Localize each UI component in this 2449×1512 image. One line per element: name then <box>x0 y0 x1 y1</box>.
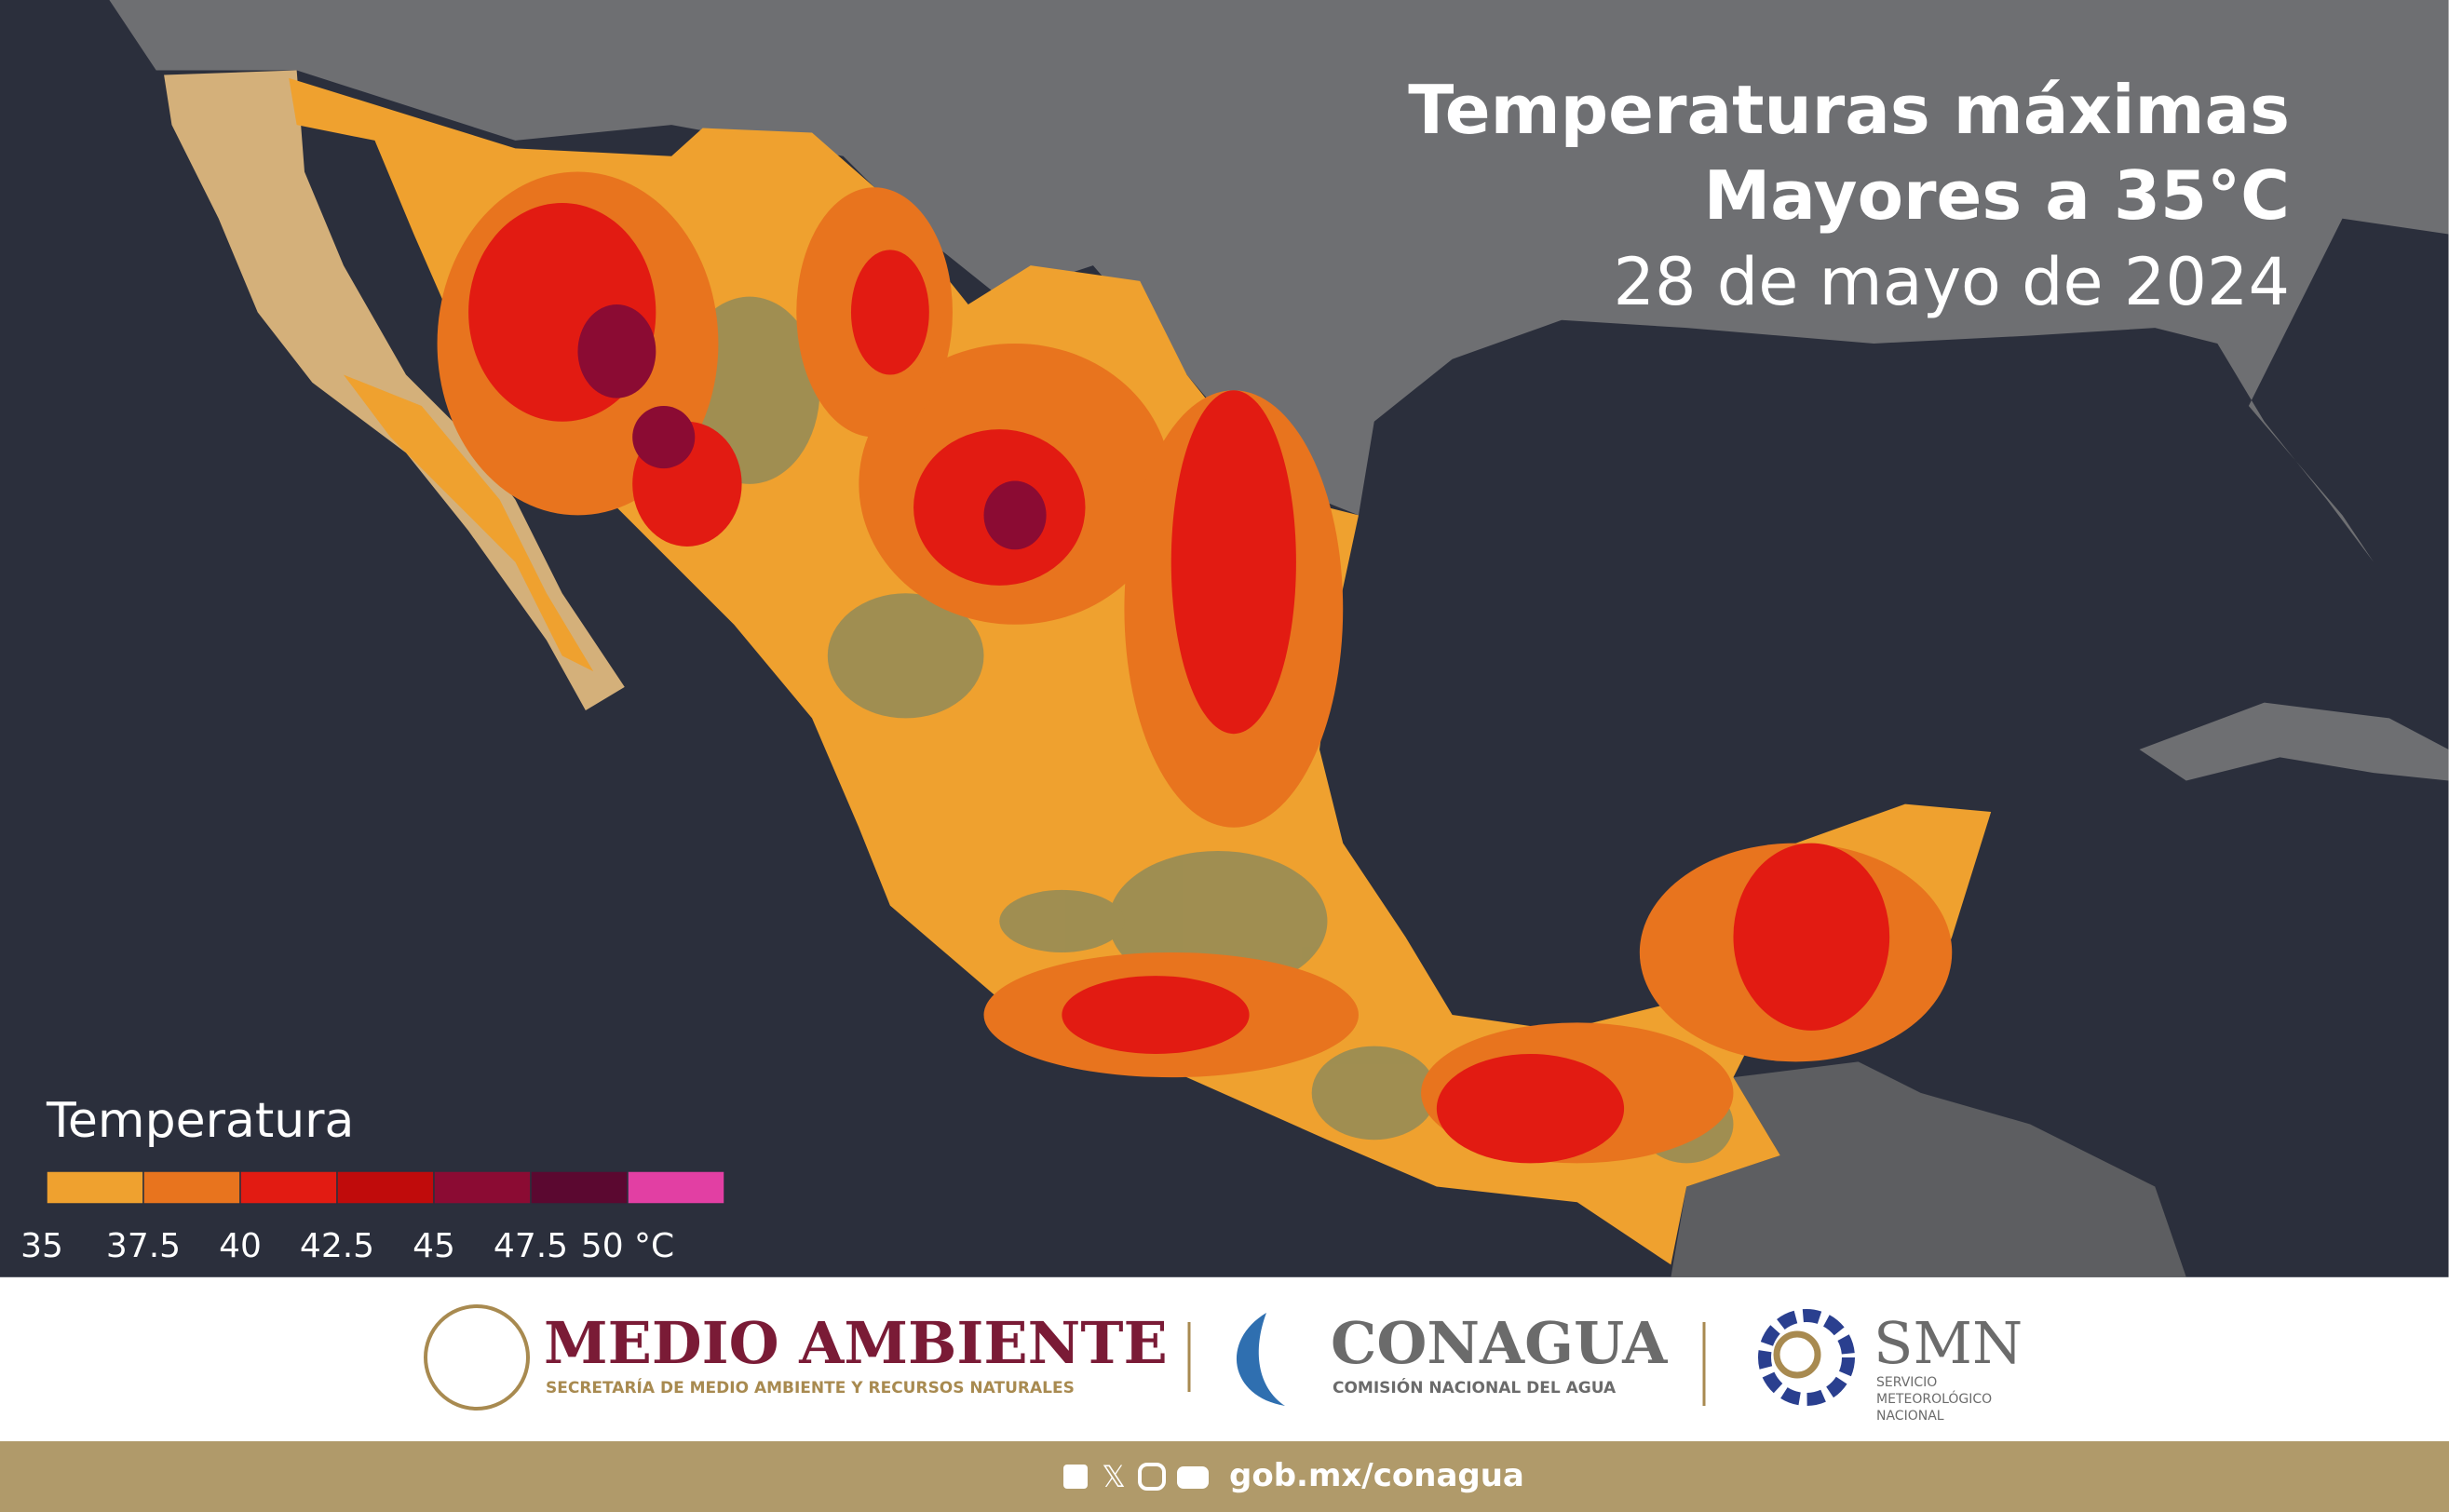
legend-swatch <box>142 1170 241 1205</box>
legend-tick-label: 45 <box>413 1227 455 1265</box>
date: 28 de mayo de 2024 <box>1613 244 2290 320</box>
url-bar <box>0 1441 2449 1512</box>
social-icons: 𝕏 <box>1063 1459 1209 1494</box>
legend-title: Temperatura <box>46 1093 354 1149</box>
legend-tick-label: 42.5 <box>300 1227 374 1265</box>
legend-tick-label: 35 <box>20 1227 63 1265</box>
legend-tick-label: 40 <box>219 1227 262 1265</box>
svg-text:𝕏: 𝕏 <box>1102 1459 1126 1494</box>
title-line1: Temperaturas máximas <box>1408 71 2290 149</box>
legend-tick-label: 47.5 <box>494 1227 568 1265</box>
conagua-name: CONAGUA <box>1331 1309 1668 1377</box>
smn-icon <box>1758 1309 1855 1406</box>
legend-swatch <box>433 1170 532 1205</box>
legend-swatch <box>336 1170 435 1205</box>
legend-tick-label: 50 °C <box>581 1227 674 1265</box>
conagua-subtitle: COMISIÓN NACIONAL DEL AGUA <box>1333 1377 1617 1397</box>
conagua-icon <box>1236 1313 1285 1406</box>
legend: 35 37.5 40 42.5 45 47.5 50 °C <box>20 1170 725 1265</box>
map <box>0 0 2449 1277</box>
smn-subtitle: METEOROLÓGICO <box>1876 1390 1992 1407</box>
legend-swatch <box>46 1170 144 1205</box>
smn-icon <box>1773 1330 1821 1379</box>
title-line2: Mayores a 35°C <box>1704 156 2290 235</box>
legend-swatch <box>239 1170 338 1205</box>
footer <box>0 1277 2449 1441</box>
smn-name: SMN <box>1874 1309 2023 1377</box>
semarnat-name: MEDIO AMBIENTE <box>544 1309 1168 1377</box>
legend-swatch <box>530 1170 629 1205</box>
smn-subtitle: SERVICIO <box>1876 1375 1937 1390</box>
legend-swatch <box>627 1170 725 1205</box>
legend-tick-label: 37.5 <box>106 1227 181 1265</box>
logos: MEDIO AMBIENTE SECRETARÍA DE MEDIO AMBIE… <box>424 1304 2023 1424</box>
semarnat-subtitle: SECRETARÍA DE MEDIO AMBIENTE Y RECURSOS … <box>546 1377 1075 1397</box>
url: gob.mx/conagua <box>1229 1457 1524 1494</box>
emblem <box>424 1304 530 1411</box>
smn-subtitle: NACIONAL <box>1876 1409 1944 1424</box>
